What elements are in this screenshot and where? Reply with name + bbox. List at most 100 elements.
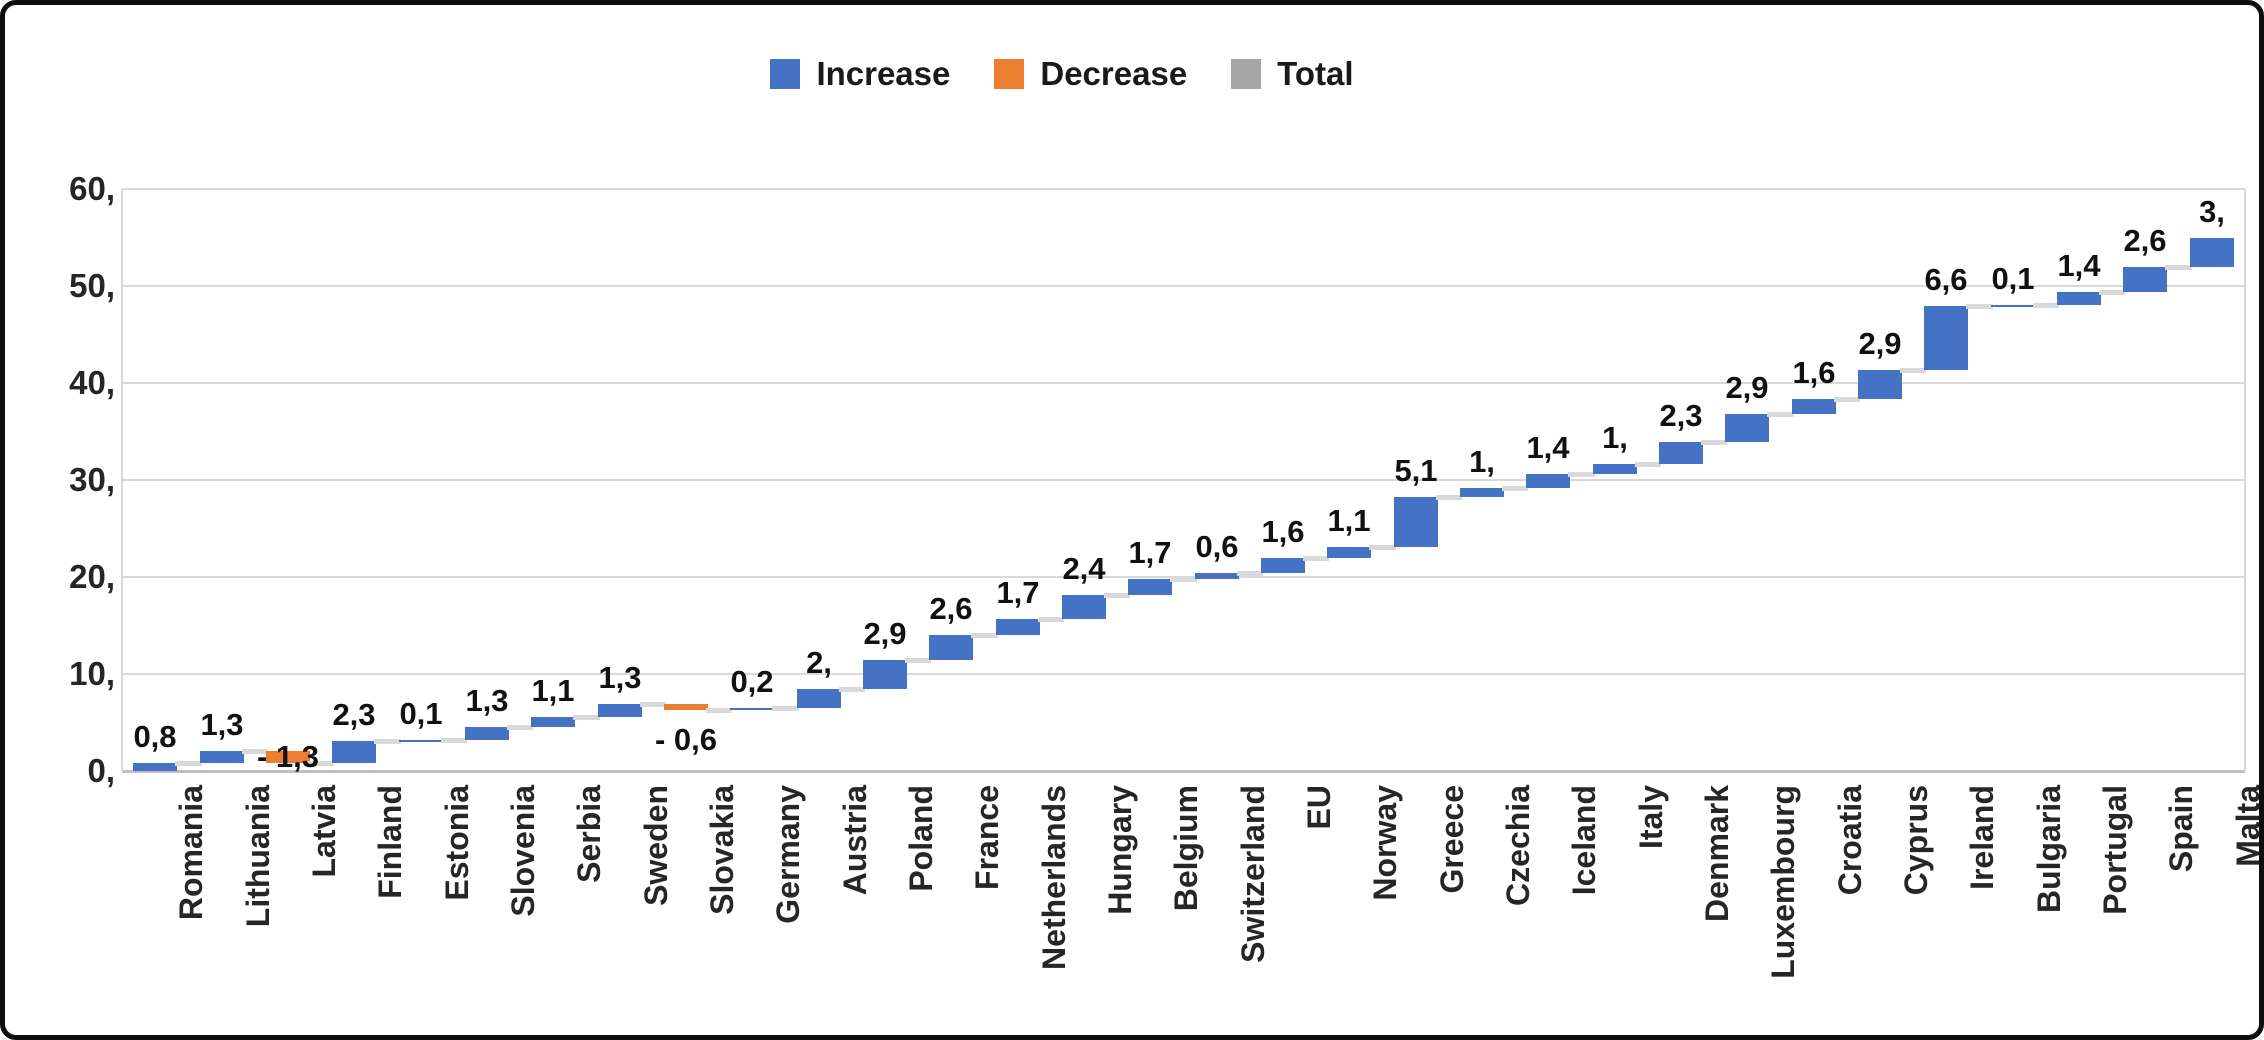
data-label-netherlands: 1,7 xyxy=(996,574,1040,610)
x-label-switzerland: Switzerland xyxy=(1234,785,1271,963)
connector-luxembourg xyxy=(1767,412,1794,418)
bar-greece xyxy=(1394,497,1438,547)
bar-sweden xyxy=(598,704,642,717)
bar-malta xyxy=(2190,237,2234,267)
connector-bulgaria xyxy=(2033,303,2059,309)
bar-poland xyxy=(863,660,907,689)
gridline-10 xyxy=(122,673,2245,675)
data-label-belgium: 1,7 xyxy=(1128,534,1172,570)
bar-finland xyxy=(332,740,376,764)
data-label-bulgaria: 0,1 xyxy=(1991,261,2035,297)
x-label-bulgaria: Bulgaria xyxy=(2030,785,2067,914)
data-label-luxembourg: 2,9 xyxy=(1725,370,1769,406)
bar-serbia xyxy=(531,716,575,728)
plot-border-left xyxy=(121,189,123,771)
gridline-50 xyxy=(122,285,2245,287)
bar-netherlands xyxy=(996,618,1040,636)
legend-item-increase: Increase xyxy=(770,57,950,90)
x-label-latvia: Latvia xyxy=(305,785,342,878)
increase-swatch-icon xyxy=(770,58,801,89)
data-label-portugal: 1,4 xyxy=(2057,247,2101,283)
data-label-sweden: 1,3 xyxy=(598,660,642,696)
legend-label-increase: Increase xyxy=(816,55,951,92)
data-label-serbia: 1,1 xyxy=(531,672,575,708)
connector-greece xyxy=(1436,495,1462,501)
x-label-austria: Austria xyxy=(836,785,873,896)
connector-poland xyxy=(905,658,931,664)
x-label-czechia: Czechia xyxy=(1500,785,1537,906)
bar-romania xyxy=(133,763,177,771)
x-label-portugal: Portugal xyxy=(2097,785,2134,915)
data-label-cyprus: 2,9 xyxy=(1858,326,1902,362)
legend-item-total: Total xyxy=(1231,57,1354,90)
x-label-hungary: Hungary xyxy=(1101,785,1138,915)
data-label-italy: 1, xyxy=(1602,420,1628,456)
bar-eu xyxy=(1261,557,1305,574)
y-tick-10: 10, xyxy=(69,655,115,692)
x-label-croatia: Croatia xyxy=(1831,785,1868,896)
y-tick-0: 0, xyxy=(87,752,115,789)
plot-border-right xyxy=(2244,189,2246,771)
data-label-austria: 2, xyxy=(806,644,832,680)
data-label-croatia: 1,6 xyxy=(1792,354,1836,390)
bar-croatia xyxy=(1792,398,1836,415)
bar-bulgaria xyxy=(1991,305,2035,308)
bar-latvia xyxy=(266,750,310,764)
data-label-malta: 3, xyxy=(2199,193,2225,229)
connector-denmark xyxy=(1701,440,1727,446)
bar-estonia xyxy=(399,739,443,742)
bar-italy xyxy=(1593,464,1637,475)
connector-finland xyxy=(374,738,401,744)
legend-label-decrease: Decrease xyxy=(1040,55,1188,92)
connector-cyprus xyxy=(1900,368,1926,374)
data-label-germany: 0,2 xyxy=(730,663,774,699)
data-label-slovenia: 1,3 xyxy=(465,683,509,719)
bar-iceland xyxy=(1526,474,1570,488)
data-label-latvia: - 1,3 xyxy=(256,739,320,774)
data-label-greece: 5,1 xyxy=(1394,453,1438,489)
connector-czechia xyxy=(1502,485,1528,491)
connector-switzerland xyxy=(1237,571,1263,577)
x-label-ireland: Ireland xyxy=(1964,785,2001,890)
connector-austria xyxy=(839,686,865,692)
data-label-finland: 2,3 xyxy=(332,696,376,732)
data-label-norway: 1,1 xyxy=(1327,502,1371,538)
bar-hungary xyxy=(1062,595,1106,619)
data-label-estonia: 0,1 xyxy=(399,695,443,731)
bar-denmark xyxy=(1659,442,1703,465)
bar-switzerland xyxy=(1195,573,1239,579)
decrease-swatch-icon xyxy=(994,58,1025,89)
y-tick-50: 50, xyxy=(69,267,115,304)
y-tick-20: 20, xyxy=(69,558,115,595)
connector-portugal xyxy=(2099,289,2125,295)
total-swatch-icon xyxy=(1231,58,1262,89)
connector-sweden xyxy=(640,702,666,708)
x-label-italy: Italy xyxy=(1632,785,1669,850)
data-label-iceland: 1,4 xyxy=(1526,430,1570,466)
connector-croatia xyxy=(1834,396,1860,402)
x-label-eu: EU xyxy=(1301,785,1338,830)
bar-austria xyxy=(797,688,841,708)
x-label-slovakia: Slovakia xyxy=(703,785,740,915)
x-label-spain: Spain xyxy=(2163,785,2200,873)
x-label-denmark: Denmark xyxy=(1699,785,1736,922)
legend: Increase Decrease Total xyxy=(5,55,2189,92)
gridline-30 xyxy=(122,479,2245,481)
data-label-lithuania: 1,3 xyxy=(200,706,244,742)
connector-belgium xyxy=(1170,576,1197,582)
x-label-greece: Greece xyxy=(1433,785,1470,894)
data-label-france: 2,6 xyxy=(929,591,973,627)
bar-slovenia xyxy=(465,727,509,740)
data-label-switzerland: 0,6 xyxy=(1195,529,1239,565)
connector-norway xyxy=(1369,544,1396,550)
y-tick-40: 40, xyxy=(69,364,115,401)
bar-spain xyxy=(2123,266,2167,292)
x-label-lithuania: Lithuania xyxy=(239,785,276,928)
connector-serbia xyxy=(573,714,600,720)
bar-lithuania xyxy=(200,750,244,764)
connector-ireland xyxy=(1966,304,1993,310)
data-label-poland: 2,9 xyxy=(863,616,907,652)
x-label-cyprus: Cyprus xyxy=(1898,785,1935,896)
x-axis-line xyxy=(122,770,2245,773)
